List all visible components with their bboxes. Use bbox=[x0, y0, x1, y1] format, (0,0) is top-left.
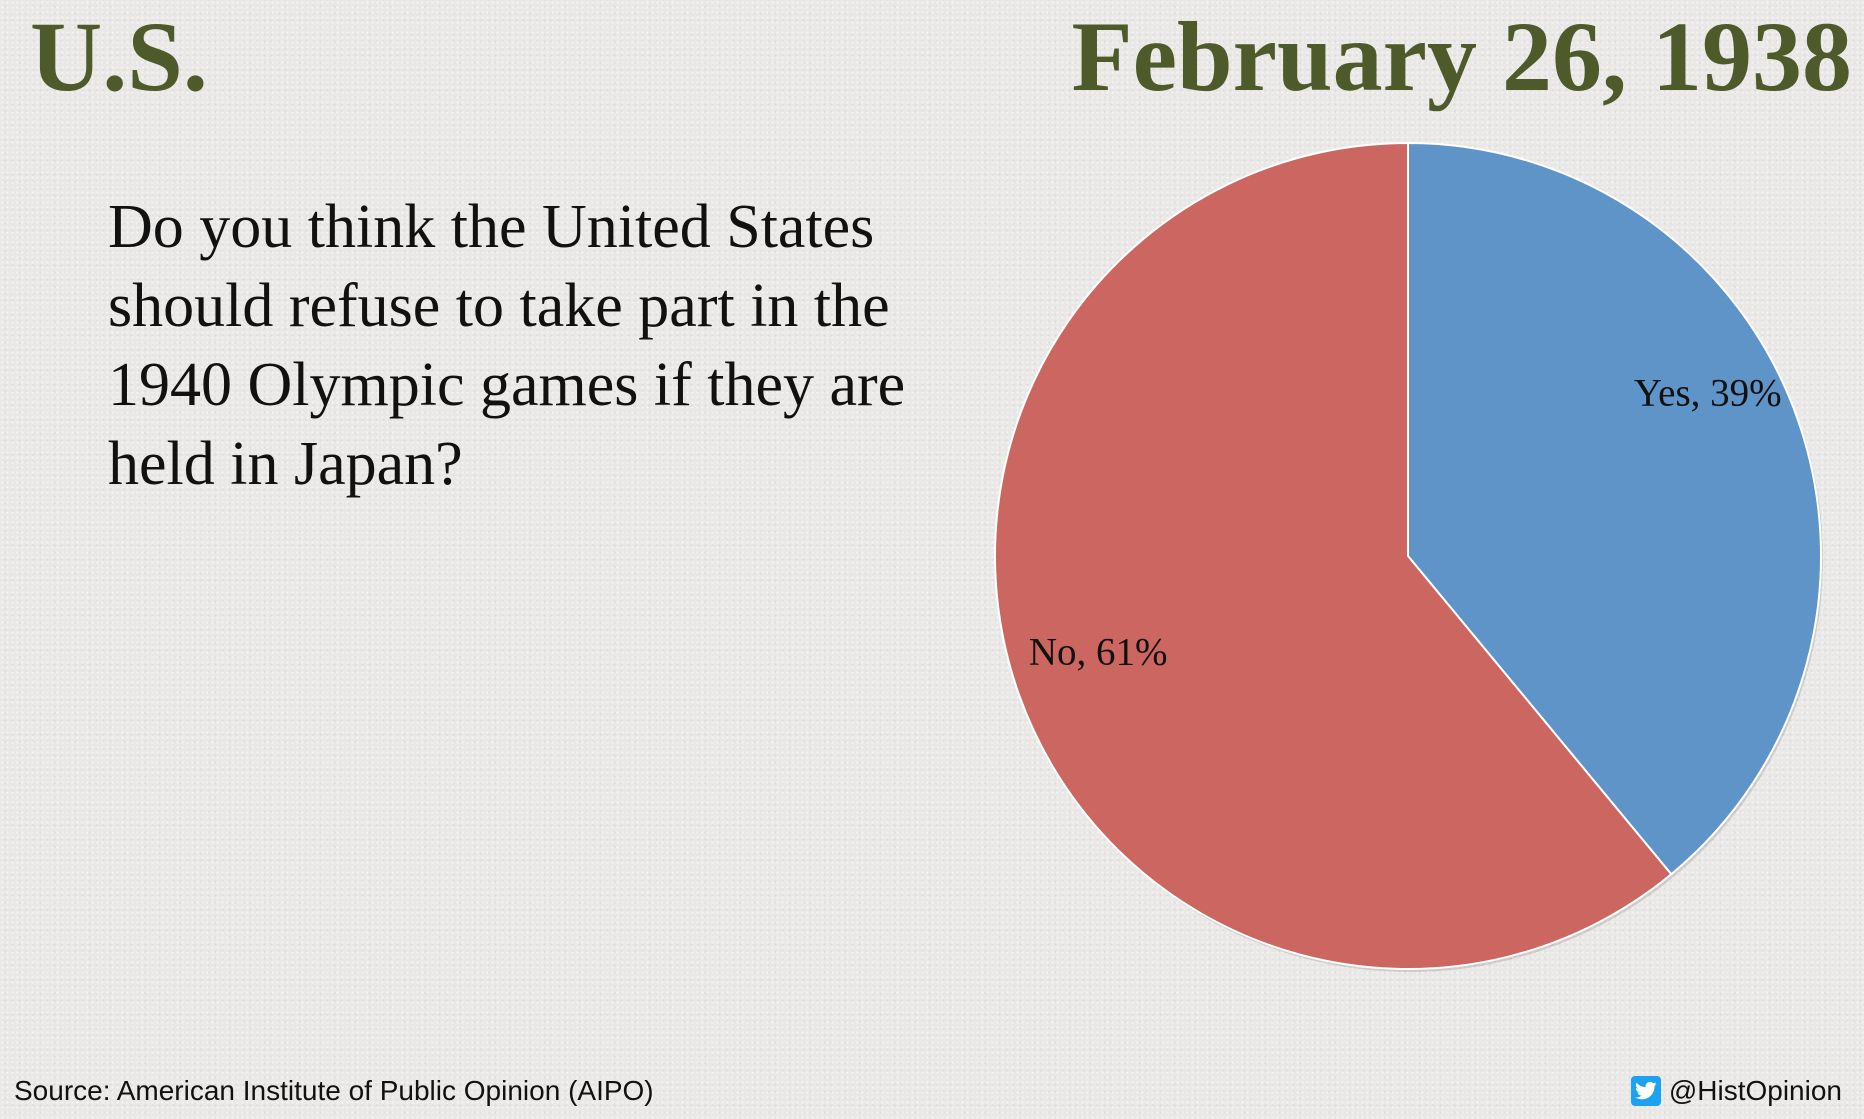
poll-date: February 26, 1938 bbox=[1071, 1, 1852, 112]
pie-label-no: No, 61% bbox=[1029, 631, 1168, 674]
pie-slice-yes bbox=[1407, 141, 1822, 876]
twitter-handle[interactable]: @HistOpinion bbox=[1630, 1075, 1842, 1107]
pie-label-yes: Yes, 39% bbox=[1634, 371, 1782, 414]
country-title: U.S. bbox=[30, 1, 208, 112]
twitter-icon bbox=[1630, 1076, 1661, 1106]
twitter-handle-text: @HistOpinion bbox=[1668, 1075, 1842, 1106]
source-note: Source: American Institute of Public Opi… bbox=[14, 1075, 654, 1106]
poll-question: Do you think the United States should re… bbox=[108, 193, 906, 498]
pie-slice-no bbox=[994, 141, 1673, 970]
